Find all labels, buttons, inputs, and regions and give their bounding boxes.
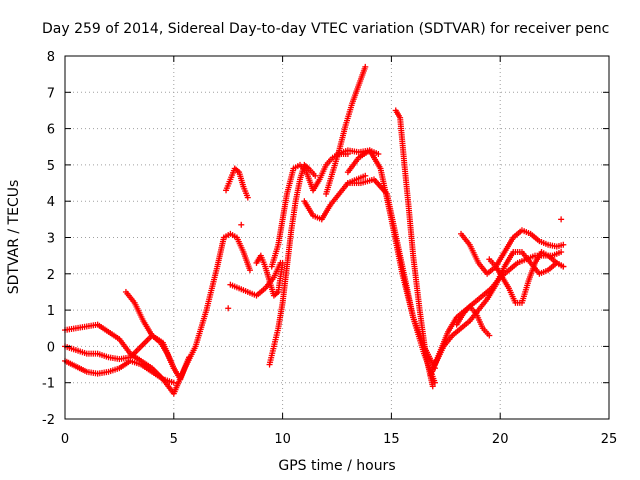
- y-tick-label: 6: [47, 123, 55, 138]
- data-points: [62, 63, 567, 397]
- data-point: [246, 267, 253, 274]
- y-tick-label: 2: [47, 268, 55, 283]
- data-point: [375, 151, 382, 158]
- outlier-point: [558, 216, 565, 223]
- data-point: [362, 63, 369, 70]
- axis-ticks: [64, 55, 610, 420]
- y-tick-label: 0: [47, 340, 55, 355]
- data-point: [560, 241, 567, 248]
- y-tick-label: 7: [47, 86, 55, 101]
- y-tick-label: 3: [47, 232, 55, 247]
- data-point: [558, 249, 565, 256]
- data-point: [560, 263, 567, 270]
- x-tick-label: 25: [601, 432, 618, 447]
- outlier-point: [225, 305, 232, 312]
- x-tick-labels: 0 5 10 15 20 25: [61, 432, 617, 447]
- x-tick-label: 0: [61, 432, 69, 447]
- y-tick-label: 4: [47, 195, 55, 210]
- data-point: [486, 332, 493, 339]
- y-tick-label: 8: [47, 50, 55, 65]
- y-tick-label: 5: [47, 159, 55, 174]
- x-tick-label: 10: [274, 432, 291, 447]
- y-axis-label: SDTVAR / TECUs: [6, 180, 22, 295]
- outlier-point: [238, 221, 245, 228]
- x-axis-label: GPS time / hours: [278, 458, 395, 474]
- data-point: [170, 379, 177, 386]
- data-point: [362, 172, 369, 179]
- x-tick-label: 20: [492, 432, 509, 447]
- y-tick-label: -2: [42, 413, 55, 428]
- x-tick-label: 5: [170, 432, 178, 447]
- grid-layer: [65, 56, 609, 419]
- data-point: [186, 354, 193, 361]
- chart-title: Day 259 of 2014, Sidereal Day-to-day VTE…: [42, 21, 609, 37]
- x-tick-label: 15: [383, 432, 400, 447]
- data-point: [429, 383, 436, 390]
- y-tick-label: 1: [47, 304, 55, 319]
- y-tick-labels: -2 -1 0 1 2 3 4 5 6 7 8: [42, 50, 55, 428]
- data-point: [312, 172, 319, 179]
- y-tick-label: -1: [42, 377, 55, 392]
- data-point: [244, 194, 251, 201]
